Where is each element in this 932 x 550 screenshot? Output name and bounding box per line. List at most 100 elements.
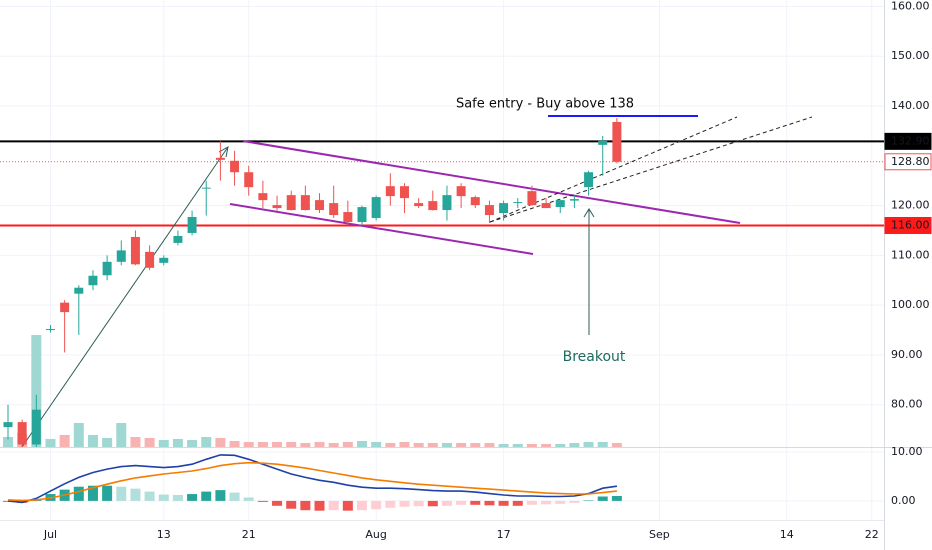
candle-body xyxy=(244,172,254,188)
histogram-bar xyxy=(243,497,254,501)
volume-bar xyxy=(102,438,113,447)
volume-bar xyxy=(116,423,127,447)
volume-bar xyxy=(512,444,523,447)
histogram-bar xyxy=(272,500,283,506)
volume-bar xyxy=(413,443,424,447)
candle-body xyxy=(569,199,579,201)
macd-line xyxy=(7,461,617,502)
volume-bar xyxy=(441,443,452,447)
candle-body xyxy=(60,302,70,313)
volume-bar xyxy=(201,437,212,447)
candle-body xyxy=(584,172,594,188)
volume-bar xyxy=(272,442,283,447)
histogram-bar xyxy=(229,492,240,501)
volume-bar xyxy=(569,443,580,447)
histogram-bar xyxy=(201,491,212,501)
histogram-bar xyxy=(597,496,608,501)
candle-body xyxy=(456,186,466,197)
histogram-bar xyxy=(300,500,311,511)
price-level-label: 132.90 xyxy=(891,134,930,147)
volume-bar xyxy=(59,435,70,447)
candle-body xyxy=(102,261,112,276)
histogram-bar xyxy=(172,495,183,501)
volume-bar xyxy=(187,440,198,447)
candle-body xyxy=(329,203,339,216)
price-level-box xyxy=(884,132,932,150)
x-tick-label: 21 xyxy=(242,528,256,541)
x-tick-label: 22 xyxy=(865,528,879,541)
volume-bar xyxy=(498,444,509,447)
x-tick-label: Aug xyxy=(365,528,386,541)
y-tick-label: 100.00 xyxy=(891,298,930,311)
volume-bar xyxy=(456,443,467,447)
breakout-arrow-head xyxy=(583,208,595,218)
x-tick-label: 17 xyxy=(497,528,511,541)
histogram-bar xyxy=(357,500,367,511)
annotation: Safe entry - Buy above 138 xyxy=(456,97,634,112)
candle-body xyxy=(187,217,197,233)
histogram-bar xyxy=(555,500,566,504)
candle-body xyxy=(371,197,381,219)
volume-bar xyxy=(31,335,42,447)
histogram-bar xyxy=(144,491,155,501)
histogram-bar xyxy=(314,500,325,511)
candle-body xyxy=(17,422,27,445)
x-tick-label: Sep xyxy=(649,528,670,541)
volume-bar xyxy=(555,444,566,447)
x-tick-label: 13 xyxy=(157,528,171,541)
histogram-bar xyxy=(399,500,410,507)
volume-bar xyxy=(144,438,155,447)
histogram-bar xyxy=(130,488,141,501)
candle-body xyxy=(286,195,296,211)
volume-bar xyxy=(243,442,254,447)
volume-bar xyxy=(583,442,594,447)
candle-body xyxy=(230,160,240,173)
histogram-bar xyxy=(102,485,113,501)
volume-bar xyxy=(399,442,410,447)
candle-body xyxy=(130,236,140,265)
channel-upper xyxy=(242,140,741,224)
volume-bar xyxy=(611,443,622,447)
volume-bar xyxy=(215,438,226,447)
volume-bar xyxy=(286,442,297,447)
candle-body xyxy=(428,201,438,211)
macd-line xyxy=(7,454,618,504)
price-level-label: 128.80 xyxy=(891,155,930,168)
histogram-bar xyxy=(385,500,396,508)
candle-body xyxy=(300,195,310,211)
y-tick-label: 0.00 xyxy=(891,494,916,507)
candle-body xyxy=(484,205,494,216)
candle-body xyxy=(116,250,126,262)
price-level-box xyxy=(884,153,932,171)
histogram-bar xyxy=(441,500,452,506)
histogram-bar xyxy=(87,485,98,501)
histogram-bar xyxy=(611,496,622,501)
volume-bar xyxy=(371,442,382,447)
candle-body xyxy=(598,140,608,145)
volume-bar xyxy=(73,423,84,447)
volume-bar xyxy=(87,435,98,447)
y-tick-label: 80.00 xyxy=(891,398,923,411)
candle-body xyxy=(45,329,55,331)
y-tick-label: 160.00 xyxy=(891,0,930,12)
candle-body xyxy=(88,275,98,286)
volume-bar xyxy=(158,440,169,447)
candle-body xyxy=(258,193,268,201)
candle-body xyxy=(385,186,395,197)
volume-bar xyxy=(229,441,240,447)
volume-bar xyxy=(328,443,339,447)
candle-body xyxy=(145,251,155,268)
histogram-bar xyxy=(427,500,438,507)
candle-body xyxy=(527,191,537,206)
axis-layer: 80.0090.00100.00110.00120.00140.00150.00… xyxy=(43,0,932,541)
volume-bar xyxy=(172,439,183,447)
histogram-bar xyxy=(371,500,382,510)
volume-bar xyxy=(541,444,552,447)
candle-body xyxy=(541,203,551,209)
price-level-box xyxy=(884,216,932,234)
volume-bar xyxy=(130,437,141,447)
volume-bar xyxy=(300,443,311,447)
annotation: Breakout xyxy=(563,349,626,365)
x-tick-label: 14 xyxy=(780,528,794,541)
